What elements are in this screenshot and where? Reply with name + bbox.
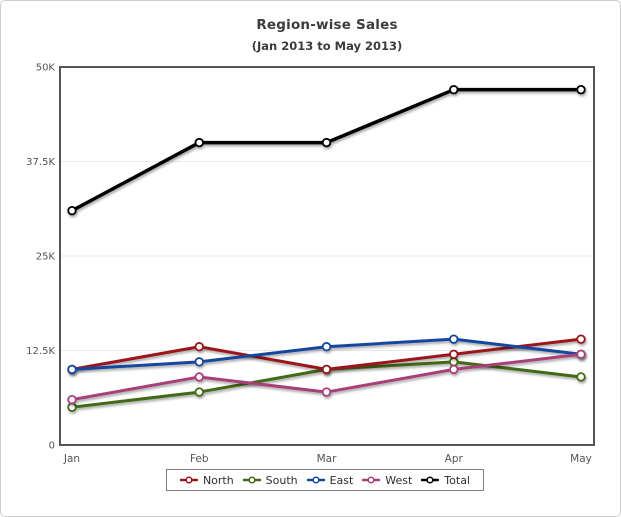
- legend-marker-icon-total: [421, 476, 440, 484]
- data-point-south-jan[interactable]: [67, 402, 77, 412]
- data-point-total-may[interactable]: [576, 84, 586, 95]
- data-point-south-may[interactable]: [576, 372, 586, 382]
- data-point-north-feb[interactable]: [194, 342, 204, 352]
- data-point-west-feb[interactable]: [194, 372, 204, 382]
- legend-item-south[interactable]: South: [242, 473, 298, 487]
- legend-label: East: [329, 473, 354, 487]
- x-category-label: May: [570, 453, 592, 465]
- data-point-north-apr[interactable]: [449, 349, 459, 359]
- legend-marker-icon-west: [362, 476, 381, 484]
- x-category-label: Mar: [317, 453, 337, 465]
- data-point-total-jan[interactable]: [67, 205, 77, 216]
- y-tick-label: 37.5K: [26, 157, 55, 168]
- data-point-total-apr[interactable]: [449, 84, 459, 95]
- series-line-total: [70, 87, 583, 213]
- data-point-south-feb[interactable]: [194, 387, 204, 397]
- series-west: [67, 349, 586, 405]
- x-category-label: Feb: [190, 453, 209, 465]
- y-tick-label: 25K: [36, 252, 56, 263]
- legend-marker-icon-north: [179, 476, 198, 484]
- y-tick-label: 50K: [36, 63, 56, 74]
- data-point-east-jan[interactable]: [67, 364, 77, 375]
- x-category-label: Apr: [445, 453, 464, 465]
- legend-item-west[interactable]: West: [362, 474, 412, 487]
- legend: North South East West Total: [166, 469, 484, 491]
- data-point-total-feb[interactable]: [194, 137, 204, 148]
- data-point-west-may[interactable]: [576, 349, 586, 359]
- legend-label: North: [202, 473, 234, 487]
- series-east: [67, 334, 586, 375]
- plot-border: [59, 66, 595, 446]
- legend-marker-icon-east: [306, 476, 325, 484]
- data-point-north-mar[interactable]: [321, 364, 332, 375]
- y-tick-label: 0: [49, 441, 55, 452]
- data-point-east-feb[interactable]: [194, 357, 204, 367]
- legend-item-total[interactable]: Total: [421, 474, 470, 487]
- legend-label: South: [265, 473, 298, 487]
- data-point-north-may[interactable]: [576, 334, 586, 344]
- y-tick-label: 12.5K: [26, 346, 55, 357]
- legend-item-north[interactable]: North: [179, 473, 234, 487]
- legend-label: West: [385, 473, 413, 487]
- legend-item-east[interactable]: East: [306, 473, 354, 487]
- data-point-total-mar[interactable]: [321, 137, 332, 148]
- legend-marker-icon-south: [242, 476, 261, 484]
- data-point-east-apr[interactable]: [449, 334, 459, 344]
- legend-label: Total: [444, 473, 470, 487]
- data-point-east-mar[interactable]: [321, 342, 332, 352]
- data-point-west-mar[interactable]: [321, 387, 332, 397]
- series-total: [67, 84, 586, 216]
- chart-title: Region-wise Sales: [256, 17, 398, 33]
- data-point-west-jan[interactable]: [67, 394, 77, 405]
- data-point-south-apr[interactable]: [449, 357, 459, 367]
- x-category-label: Jan: [63, 453, 80, 465]
- data-point-west-apr[interactable]: [449, 364, 459, 375]
- chart-subtitle: (Jan 2013 to May 2013): [251, 39, 403, 53]
